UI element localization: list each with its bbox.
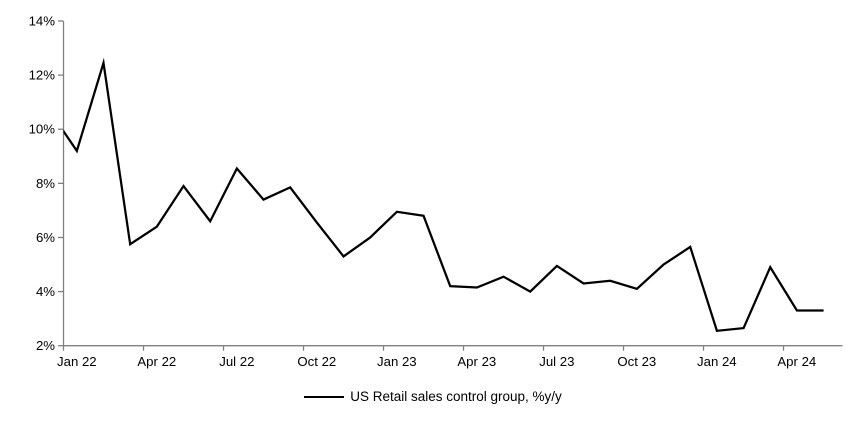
y-tick-label: 12% (29, 68, 56, 83)
x-tick-label: Jul 23 (539, 354, 574, 369)
x-tick-label: Jan 24 (697, 354, 737, 369)
x-tick-label: Oct 23 (617, 354, 656, 369)
x-tick-label: Jan 22 (57, 354, 97, 369)
x-tick-label: Apr 24 (777, 354, 816, 369)
x-tick-label: Jan 23 (377, 354, 417, 369)
y-tick-label: 8% (36, 176, 55, 191)
y-tick-label: 14% (29, 14, 56, 29)
y-tick-label: 10% (29, 122, 56, 137)
legend-line-swatch (304, 395, 345, 398)
x-tick-label: Jul 22 (219, 354, 254, 369)
legend-label: US Retail sales control group, %y/y (350, 389, 562, 404)
y-tick-label: 6% (36, 230, 55, 245)
x-tick-label: Oct 22 (297, 354, 336, 369)
legend: US Retail sales control group, %y/y (7, 389, 852, 404)
y-tick-label: 2% (36, 338, 55, 353)
x-tick-label: Apr 23 (457, 354, 496, 369)
y-tick-label: 4% (36, 284, 55, 299)
data-line (63, 57, 824, 333)
x-tick-label: Apr 22 (137, 354, 176, 369)
